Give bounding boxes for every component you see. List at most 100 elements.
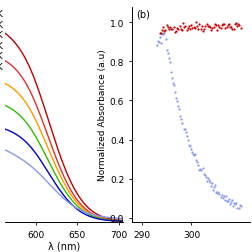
292 K (25, 161, 28, 164)
323 K (83, 203, 86, 206)
Point (181, 26, 185, 30)
Point (214, 191, 218, 195)
Point (238, 26, 242, 30)
Point (220, 197, 224, 201)
Point (181, 127, 185, 131)
Point (186, 143, 190, 147)
Point (192, 153, 196, 157)
Point (233, 201, 237, 205)
Point (202, 173, 206, 177)
Point (158, 36, 162, 40)
323 K (12, 40, 15, 43)
Point (162, 30, 166, 34)
Point (204, 179, 208, 183)
Point (216, 26, 220, 30)
Point (174, 99, 178, 103)
Point (180, 122, 184, 126)
Point (224, 199, 228, 203)
Point (159, 29, 163, 33)
303 K (36, 108, 39, 111)
Point (236, 206, 240, 210)
Point (197, 169, 201, 173)
296 K (121, 220, 124, 223)
Point (198, 167, 202, 171)
Line: 292 K: 292 K (0, 148, 122, 219)
Point (156, 41, 161, 45)
323 K (25, 59, 28, 62)
Point (232, 23, 236, 27)
Point (194, 25, 198, 29)
Point (170, 82, 174, 86)
Point (185, 138, 189, 142)
Point (214, 29, 218, 33)
Point (236, 24, 240, 28)
Point (205, 25, 209, 29)
Point (180, 22, 184, 26)
Point (232, 202, 236, 206)
294 K (121, 220, 124, 223)
Point (177, 107, 181, 111)
Point (183, 25, 187, 29)
Point (179, 118, 183, 122)
Point (191, 153, 195, 157)
Point (218, 196, 222, 200)
292 K (12, 153, 15, 156)
Line: 296 K: 296 K (0, 104, 122, 221)
Point (235, 23, 239, 27)
Point (206, 25, 210, 29)
Y-axis label: Normalized Absorbance (a.u): Normalized Absorbance (a.u) (98, 49, 107, 180)
Line: 294 K: 294 K (0, 129, 122, 221)
Point (163, 38, 167, 42)
Point (233, 22, 237, 26)
294 K (116, 220, 119, 223)
298 K (36, 123, 39, 126)
Point (231, 28, 235, 32)
Point (209, 181, 213, 185)
Point (194, 158, 198, 162)
Point (207, 26, 211, 30)
Point (183, 131, 187, 135)
Point (196, 27, 200, 32)
Point (203, 25, 207, 29)
Point (182, 128, 186, 132)
Point (219, 24, 223, 28)
Point (195, 161, 199, 165)
Point (199, 24, 203, 28)
Point (201, 28, 205, 32)
Point (154, 44, 159, 48)
Point (229, 198, 233, 202)
292 K (116, 217, 119, 220)
Point (164, 24, 168, 28)
303 K (121, 219, 124, 223)
296 K (83, 211, 86, 214)
Point (215, 191, 219, 195)
298 K (83, 209, 86, 212)
294 K (11, 131, 14, 134)
Point (220, 23, 224, 27)
Point (158, 32, 162, 36)
Legend: 323 K, 303 K, 298 K, 296 K, 294 K, 292 K: 323 K, 303 K, 298 K, 296 K, 294 K, 292 K (0, 10, 3, 72)
Point (187, 144, 191, 148)
Point (221, 23, 225, 27)
Point (167, 26, 171, 30)
323 K (11, 39, 14, 42)
Point (171, 26, 175, 30)
Point (168, 71, 172, 75)
Point (175, 105, 179, 109)
Point (222, 198, 226, 202)
Point (178, 27, 182, 32)
Point (208, 184, 212, 188)
Point (155, 40, 160, 44)
Point (157, 32, 161, 36)
Point (238, 204, 242, 208)
Point (172, 30, 176, 35)
Point (237, 203, 241, 207)
323 K (121, 219, 124, 222)
Point (159, 42, 163, 46)
Point (225, 24, 229, 28)
Point (223, 27, 227, 31)
298 K (116, 219, 119, 222)
Point (166, 28, 170, 32)
Point (173, 97, 177, 101)
292 K (83, 211, 86, 214)
